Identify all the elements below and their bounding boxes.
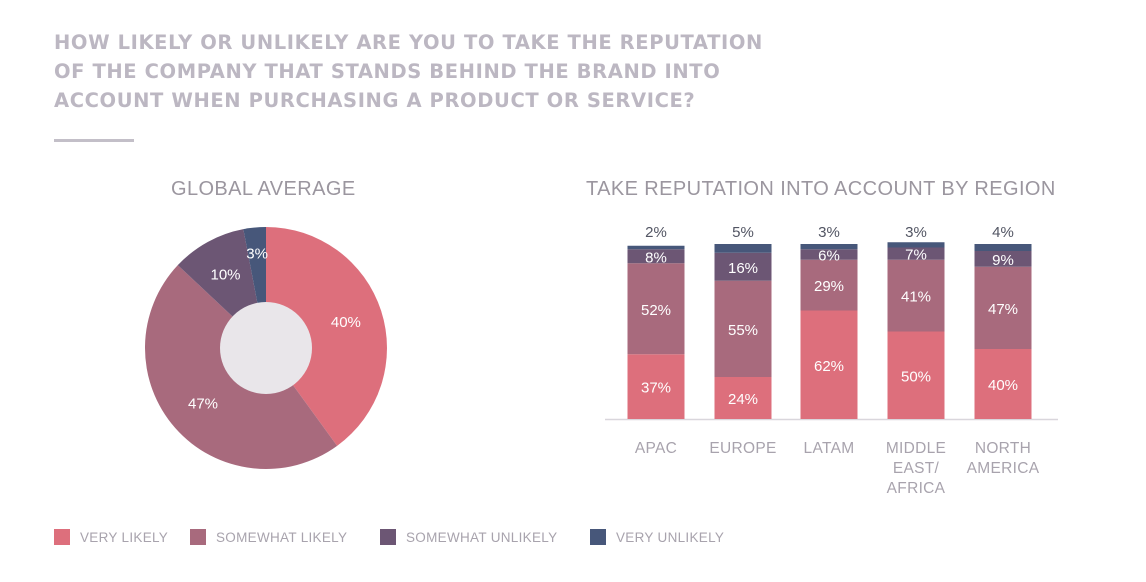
title-line: OF THE COMPANY THAT STANDS BEHIND THE BR… bbox=[54, 60, 721, 83]
bar-segment-very-likely bbox=[800, 310, 858, 419]
bar-value-label: 29% bbox=[814, 278, 844, 295]
bar-value-label: 24% bbox=[728, 391, 758, 408]
legend-label: SOMEWHAT LIKELY bbox=[216, 529, 348, 545]
pie-slice-very-likely bbox=[266, 227, 387, 446]
legend-item: VERY LIKELY bbox=[54, 529, 168, 545]
bar-segment-somewhat-unlikely bbox=[800, 249, 858, 260]
bar-segment-somewhat-likely bbox=[714, 280, 772, 377]
bar-value-label: 62% bbox=[814, 358, 844, 375]
chart-question-title: HOW LIKELY OR UNLIKELY ARE YOU TO TAKE T… bbox=[54, 28, 854, 115]
bar-segment-very-unlikely bbox=[627, 245, 685, 250]
x-tick-label: NORTH bbox=[975, 440, 1031, 457]
bar-chart-title: TAKE REPUTATION INTO ACCOUNT BY REGION bbox=[586, 178, 1056, 200]
bar-segment-somewhat-unlikely bbox=[627, 249, 685, 264]
bar-segment-somewhat-unlikely bbox=[714, 252, 772, 281]
x-tick-label: AMERICA bbox=[967, 460, 1040, 477]
bar-value-label: 40% bbox=[988, 377, 1018, 394]
bar-value-label: 3% bbox=[905, 224, 927, 241]
bar-value-label: 4% bbox=[992, 224, 1014, 241]
bar-value-label: 6% bbox=[818, 248, 840, 265]
legend-item: VERY UNLIKELY bbox=[590, 529, 724, 545]
bar-segment-very-likely bbox=[714, 377, 772, 419]
legend-swatch bbox=[54, 529, 70, 545]
title-divider bbox=[54, 139, 134, 142]
bar-segment-very-likely bbox=[974, 349, 1032, 419]
bar-value-label: 50% bbox=[901, 368, 931, 385]
legend-label: VERY LIKELY bbox=[80, 529, 169, 545]
bar-segment-very-unlikely bbox=[714, 244, 772, 253]
x-tick-label: LATAM bbox=[804, 440, 855, 457]
donut-hole bbox=[220, 302, 312, 394]
legend-label: VERY UNLIKELY bbox=[616, 529, 725, 545]
legend-swatch bbox=[590, 529, 606, 545]
bar-segment-somewhat-unlikely bbox=[974, 251, 1032, 267]
bar-value-label: 9% bbox=[992, 252, 1014, 269]
x-tick-label: AFRICA bbox=[887, 480, 946, 497]
pie-slice-label: 3% bbox=[246, 245, 268, 262]
title-line: HOW LIKELY OR UNLIKELY ARE YOU TO TAKE T… bbox=[54, 31, 763, 54]
pie-chart-title: GLOBAL AVERAGE bbox=[171, 178, 356, 200]
legend-item: SOMEWHAT LIKELY bbox=[190, 529, 347, 545]
title-line: ACCOUNT WHEN PURCHASING A PRODUCT OR SER… bbox=[54, 89, 696, 112]
legend-label: SOMEWHAT UNLIKELY bbox=[406, 529, 558, 545]
bar-segment-somewhat-likely bbox=[974, 266, 1032, 349]
pie-slice-label: 40% bbox=[331, 314, 361, 331]
pie-slice-label: 47% bbox=[188, 396, 218, 413]
bar-value-label: 55% bbox=[728, 322, 758, 339]
bar-value-label: 16% bbox=[728, 260, 758, 277]
bar-segment-very-likely bbox=[887, 331, 945, 419]
bar-segment-very-unlikely bbox=[887, 242, 945, 248]
bar-segment-somewhat-likely bbox=[800, 259, 858, 311]
legend-item: SOMEWHAT UNLIKELY bbox=[380, 529, 557, 545]
bar-value-label: 7% bbox=[905, 247, 927, 264]
bar-value-label: 3% bbox=[818, 224, 840, 241]
legend-swatch bbox=[380, 529, 396, 545]
x-tick-label: EUROPE bbox=[709, 440, 776, 457]
bar-segment-very-likely bbox=[627, 354, 685, 419]
bar-segment-somewhat-unlikely bbox=[887, 247, 945, 260]
bar-segment-somewhat-likely bbox=[627, 263, 685, 355]
x-tick-label: APAC bbox=[635, 440, 677, 457]
bar-segment-very-unlikely bbox=[974, 244, 1032, 251]
pie-slice-label: 10% bbox=[210, 266, 240, 283]
bar-segment-somewhat-likely bbox=[887, 259, 945, 332]
bar-value-label: 41% bbox=[901, 289, 931, 306]
bar-segment-very-unlikely bbox=[800, 244, 858, 250]
bar-value-label: 37% bbox=[641, 380, 671, 397]
x-tick-label: EAST/ bbox=[893, 460, 940, 477]
legend-swatch bbox=[190, 529, 206, 545]
x-tick-label: MIDDLE bbox=[886, 440, 946, 457]
bar-value-label: 8% bbox=[645, 249, 667, 266]
bar-value-label: 52% bbox=[641, 302, 671, 319]
bar-value-label: 2% bbox=[645, 224, 667, 241]
bar-value-label: 47% bbox=[988, 301, 1018, 318]
bar-value-label: 5% bbox=[732, 224, 754, 241]
